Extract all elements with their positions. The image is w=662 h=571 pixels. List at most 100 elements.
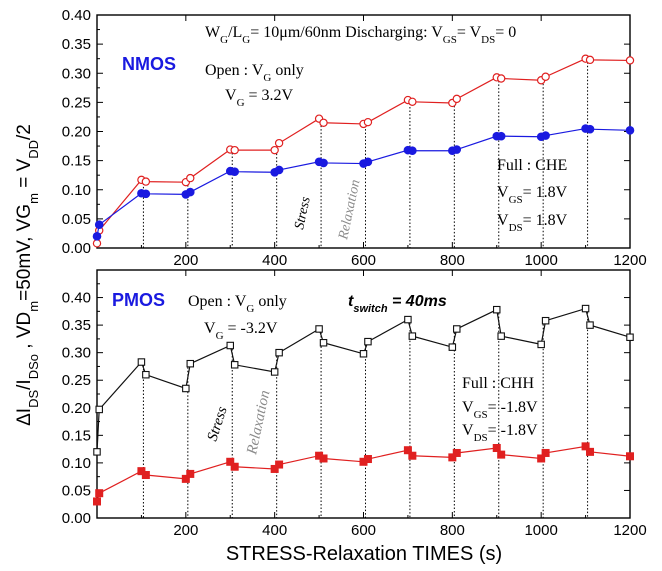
bottom-series-group bbox=[93, 304, 634, 506]
bottom-x-tick-label: 1200 bbox=[613, 522, 646, 539]
top-series-0-point bbox=[408, 97, 417, 106]
bottom-series-1-point bbox=[141, 471, 150, 480]
bottom-relaxation-label: Relaxation bbox=[244, 389, 273, 457]
top-series-1-point bbox=[274, 165, 284, 175]
bottom-series-0-point bbox=[275, 348, 283, 357]
top-series-0-point bbox=[274, 138, 284, 148]
bottom-series-1-point bbox=[537, 454, 546, 463]
top-y-tick-label: 0.05 bbox=[62, 211, 91, 228]
bottom-series-0-point bbox=[404, 315, 412, 324]
top-stress-markers bbox=[142, 58, 589, 248]
bottom-series-0-point bbox=[186, 359, 195, 368]
bottom-series-0-point bbox=[453, 325, 461, 333]
top-series-0-point bbox=[452, 94, 461, 104]
top-series-0-point bbox=[230, 145, 239, 155]
bottom-y-tick-label: 0.15 bbox=[62, 427, 91, 444]
bottom-series-0-line bbox=[96, 307, 631, 452]
top-y-tick-label: 0.35 bbox=[62, 36, 91, 53]
bottom-x-tick-label: 1000 bbox=[524, 522, 557, 539]
bottom-y-tick-label: 0.20 bbox=[62, 400, 91, 417]
bottom-series-0-point bbox=[359, 350, 368, 358]
bottom-y-tick-label: 0.40 bbox=[62, 290, 91, 307]
top-relaxation-label: Relaxation bbox=[336, 178, 363, 241]
top-series-0-point bbox=[585, 55, 595, 65]
top-x-tick-label: 600 bbox=[351, 252, 376, 269]
bottom-series-1-point bbox=[186, 469, 195, 478]
top-series-1-point bbox=[625, 126, 635, 135]
bottom-y-tick-label: 0.10 bbox=[62, 455, 91, 472]
top-series-1-point bbox=[585, 124, 595, 134]
top-series-1-point bbox=[230, 167, 239, 176]
bottom-series-1-point bbox=[497, 450, 506, 459]
bottom-series-0-point bbox=[137, 358, 146, 366]
bottom-series-0-point bbox=[581, 304, 590, 313]
top-series-1-point bbox=[185, 187, 195, 197]
bottom-y-tick-label: 0.30 bbox=[62, 345, 91, 362]
top-series-0-point bbox=[363, 117, 373, 127]
bottom-series-0-point bbox=[626, 333, 634, 341]
bottom-series-1-point bbox=[226, 457, 235, 466]
bottom-series-0-point bbox=[492, 305, 501, 314]
top-open-vg: VG = 3.2V bbox=[225, 87, 294, 109]
top-series-1-point bbox=[363, 157, 373, 167]
bottom-series-1-point bbox=[319, 454, 328, 463]
bottom-series-1-point bbox=[541, 448, 550, 457]
top-series-0-point bbox=[541, 72, 550, 81]
bottom-series-1-point bbox=[270, 464, 279, 473]
top-y-tick-label: 0.30 bbox=[62, 65, 91, 82]
top-y-tick-label: 0.15 bbox=[62, 153, 91, 170]
top-series-0-point bbox=[186, 173, 195, 183]
top-series-0-point bbox=[92, 239, 102, 248]
x-axis-title: STRESS-Relaxation TIMES (s) bbox=[226, 543, 502, 565]
top-panel-label: NMOS bbox=[122, 54, 176, 74]
bottom-y-tick-label: 0.35 bbox=[62, 317, 91, 334]
top-series-1-point bbox=[452, 145, 462, 154]
top-full-vds: VDS= 1.8V bbox=[497, 212, 568, 234]
top-series-0-point bbox=[319, 118, 328, 127]
bottom-series-0-point bbox=[319, 338, 328, 347]
top-full-vgs: VGS= 1.8V bbox=[497, 184, 568, 206]
bottom-panel: 0.00 0.05 0.10 0.15 0.20 0.25 0.30 0.35 0.40 200 4… bbox=[62, 269, 647, 539]
bottom-series-0-point bbox=[315, 325, 323, 333]
bottom-series-0-point bbox=[270, 368, 279, 376]
top-series-0-point bbox=[625, 56, 635, 65]
bottom-x-tick-label: 600 bbox=[351, 522, 376, 539]
bottom-series-0-point bbox=[182, 384, 190, 393]
bottom-y-tick-label: 0.00 bbox=[62, 510, 91, 527]
bottom-tswitch-label: tswitch = 40ms bbox=[348, 293, 447, 315]
top-full-label: Full : CHE bbox=[497, 157, 567, 174]
top-series-group bbox=[92, 54, 635, 248]
bottom-open-vg: VG = -3.2V bbox=[204, 320, 278, 342]
bottom-series-1-point bbox=[95, 489, 104, 498]
top-stress-label: Stress bbox=[292, 195, 314, 231]
bottom-series-1-point bbox=[581, 442, 590, 451]
bottom-series-0-point bbox=[497, 332, 505, 340]
top-y-tick-label: 0.00 bbox=[62, 240, 91, 257]
bottom-series-1-point bbox=[452, 448, 461, 457]
bottom-panel-label: PMOS bbox=[112, 290, 165, 310]
bottom-stress-label: Stress bbox=[205, 405, 231, 444]
bottom-series-0-point bbox=[364, 337, 372, 346]
bottom-series-0-point bbox=[586, 321, 594, 329]
bottom-series-1-point bbox=[492, 444, 501, 453]
bottom-series-0-point bbox=[541, 316, 550, 325]
bottom-series-1-point bbox=[181, 474, 190, 483]
top-series-1-point bbox=[496, 131, 506, 141]
bottom-full-label: Full : CHH bbox=[462, 375, 534, 392]
top-series-1-point bbox=[319, 158, 328, 168]
bottom-stress-markers bbox=[142, 308, 589, 518]
bottom-series-1-point bbox=[363, 455, 372, 464]
bottom-series-0-point bbox=[448, 343, 457, 351]
bottom-series-0-point bbox=[142, 370, 150, 379]
top-panel: 0.00 0.05 0.10 0.15 0.20 0.25 0.30 0.35 0.40 200 4… bbox=[62, 7, 647, 269]
bottom-series-1-line bbox=[96, 445, 631, 502]
bottom-series-1-point bbox=[448, 453, 457, 462]
top-series-0-point bbox=[270, 145, 279, 155]
top-y-tick-label: 0.10 bbox=[62, 182, 91, 199]
top-geometry-annotation: WG/LG= 10μm/60nm Discharging: VGS= VDS= … bbox=[205, 24, 516, 46]
top-x-tick-label: 400 bbox=[262, 252, 287, 269]
top-x-tick-label: 1200 bbox=[613, 252, 646, 269]
bottom-series-1-point bbox=[230, 462, 239, 471]
bottom-series-0-point bbox=[93, 448, 101, 456]
bottom-series-0-point bbox=[230, 361, 239, 369]
